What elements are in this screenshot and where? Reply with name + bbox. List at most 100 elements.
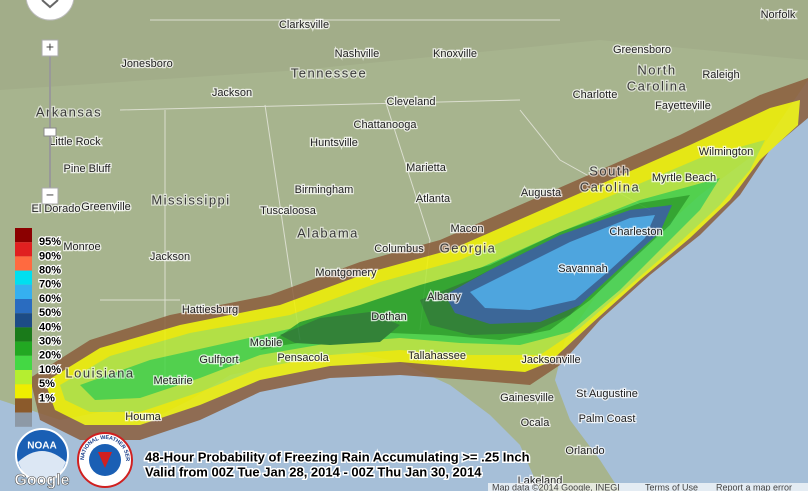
city-label: Jackson [150,251,190,263]
legend-swatch [15,355,32,370]
city-label: Dothan [371,311,406,323]
city-label: Ocala [521,417,551,429]
noaa-wave [18,451,66,480]
city-label: Tallahassee [408,350,466,362]
city-label: Knoxville [433,48,477,60]
city-label: Charlotte [573,89,618,101]
city-label: Raleigh [702,69,739,81]
city-label: Gulfport [199,354,238,366]
state-label: Mississippi [151,192,230,207]
city-label: Jonesboro [121,58,172,70]
state-label: Arkansas [36,104,102,119]
title-line: 48-Hour Probability of Freezing Rain Acc… [145,449,530,464]
city-label: Hattiesburg [182,304,238,316]
city-label: Albany [427,291,461,303]
legend-swatch [15,384,32,399]
footer-text: Map data ©2014 Google, INEGI [492,482,620,491]
legend-label: 50% [39,307,61,319]
footer-bar [488,483,808,491]
city-label: Cleveland [387,96,436,108]
state-label: Louisiana [65,365,134,380]
city-label: Myrtle Beach [652,172,716,184]
legend-swatch [15,256,32,271]
city-label: Huntsville [310,137,358,149]
zoom-out-label[interactable]: − [46,187,54,203]
band [470,215,655,310]
band [280,312,400,345]
legend-label: 5% [39,378,55,390]
city-label: Palm Coast [579,413,636,425]
city-label: Macon [450,223,483,235]
city-label: El Dorado [32,203,81,215]
legend-swatch [15,412,32,427]
legend-label: 60% [39,293,61,305]
legend-swatch [15,341,32,356]
nws-emblem [98,452,112,468]
state-label: Alabama [297,225,359,240]
labels: Tennessee NorthCarolinaArkansasSouthCarol… [30,8,797,489]
city-label: Wilmington [699,146,753,158]
footer-link[interactable]: Report a map error [716,482,792,491]
legend-swatch [15,398,32,413]
city-label: Mobile [250,337,282,349]
legend-swatch [15,313,32,328]
legend-label: 20% [39,350,61,362]
city-label: Augusta [521,187,562,199]
state-borders [100,19,651,380]
legend-label: 80% [39,265,61,277]
legend-label: 10% [39,364,61,376]
zoom-slider[interactable] [43,127,57,137]
legend-label: 95% [39,236,61,248]
zoom-in-button[interactable] [41,39,59,57]
city-label: Marietta [406,162,447,174]
city-label: Orlando [565,445,604,457]
city-label: Monroe [63,241,100,253]
state-label: Tennessee [291,65,367,80]
legend-swatch [15,299,32,314]
legend-label: 1% [39,392,55,404]
city-label: Greensboro [613,44,671,56]
terrain [0,0,808,90]
legend: 95% 90% 80% 70% 60% 50% 40% 30% 20% 10% 5% 1% [15,228,62,427]
legend-label: 90% [39,250,61,262]
city-label: Little Rock [49,136,101,148]
city-label: Tuscaloosa [260,205,317,217]
city-label: Atlanta [416,193,451,205]
city-label: Gainesville [500,392,554,404]
legend-swatch [15,284,32,299]
probability-bands [30,78,808,440]
city-label: Nashville [335,48,380,60]
city-label: Charleston [609,226,662,238]
city-label: Clarksville [279,19,329,31]
city-label: Greenville [81,201,131,213]
zoom-in-label[interactable]: + [46,39,54,55]
legend-swatch [15,327,32,342]
legend-swatch [15,370,32,385]
city-label: Pensacola [277,352,329,364]
zoom-out-button[interactable] [41,187,59,205]
legend-swatch [15,242,32,257]
city-label: Houma [125,411,161,423]
noaa-text: NOAA [27,441,56,452]
legend-label: 70% [39,279,61,291]
legend-label: 30% [39,336,61,348]
footer-link[interactable]: Terms of Use [645,482,698,491]
state-label: Carolina [580,179,640,194]
state-label: Georgia [440,240,497,255]
city-label: Fayetteville [655,100,711,112]
city-label: Metairie [153,375,192,387]
city-label: Birmingham [295,184,354,196]
city-label: Montgomery [315,267,377,279]
city-label: Jackson [212,87,252,99]
city-label: Jacksonville [521,354,580,366]
gulf-of-mexico [0,352,540,491]
google-logo: Google [14,472,69,489]
city-label: Pine Bluff [64,163,112,175]
legend-label: 40% [39,321,61,333]
pan-control[interactable] [25,0,75,21]
state-label: South [589,163,630,178]
state-label: North [637,62,676,77]
city-label: Columbus [374,243,424,255]
